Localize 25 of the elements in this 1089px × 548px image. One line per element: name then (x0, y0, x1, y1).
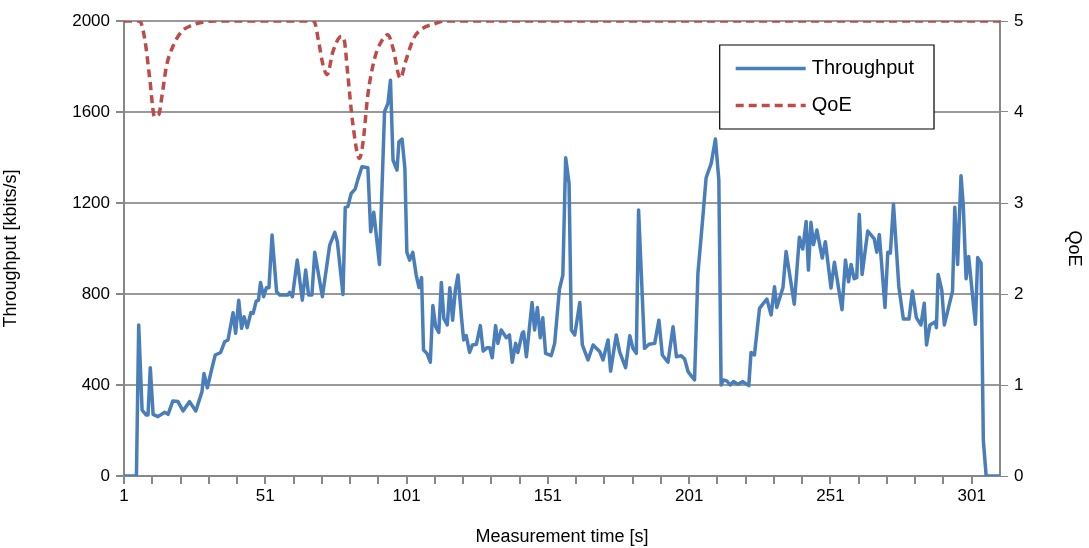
y-tick-label: 400 (81, 374, 110, 394)
y2-tick-label: 0 (1014, 465, 1024, 485)
x-tick-label: 101 (392, 485, 421, 505)
y2-tick-label: 3 (1014, 192, 1024, 212)
y-axis-title: Throughput [kbits/s] (0, 169, 20, 328)
x-tick-label: 151 (533, 485, 563, 505)
y-tick-label: 2000 (72, 10, 110, 30)
x-tick-label: 251 (816, 485, 845, 505)
x-tick-label: 201 (674, 485, 704, 505)
x-tick-label: 1 (119, 485, 129, 505)
x-tick-label: 301 (957, 485, 986, 505)
legend-label: Throughput (811, 56, 915, 79)
x-tick-label: 51 (255, 485, 275, 505)
y2-axis-title: QoE (1065, 230, 1086, 267)
y2-tick-label: 4 (1014, 101, 1024, 121)
y-tick-label: 1600 (72, 101, 110, 121)
legend-label: QoE (811, 93, 852, 116)
line-series (124, 21, 1000, 161)
y2-tick-label: 1 (1014, 374, 1024, 394)
y-tick-label: 0 (100, 465, 110, 485)
y-tick-label: 800 (81, 283, 110, 303)
y2-tick-label: 5 (1014, 10, 1024, 30)
y2-tick-label: 2 (1014, 283, 1024, 303)
y-tick-label: 1200 (72, 192, 110, 212)
x-axis-title: Measurement time [s] (475, 526, 649, 547)
